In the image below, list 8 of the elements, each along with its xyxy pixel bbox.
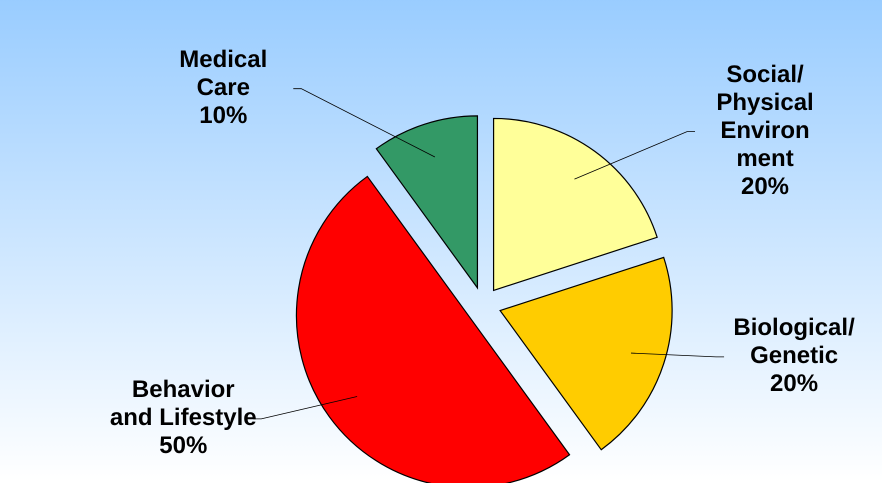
data-label: 20% — [741, 172, 790, 200]
slice-label: Biological/ Genetic — [733, 314, 856, 370]
slice-label: Behavior and Lifestyle — [110, 376, 257, 432]
data-label: 20% — [770, 370, 818, 398]
data-label: 50% — [159, 432, 208, 460]
slice-label: Social/ Physical Environ ment — [716, 60, 814, 172]
data-label: 10% — [199, 102, 248, 130]
slice-label: Medical Care — [179, 46, 268, 102]
